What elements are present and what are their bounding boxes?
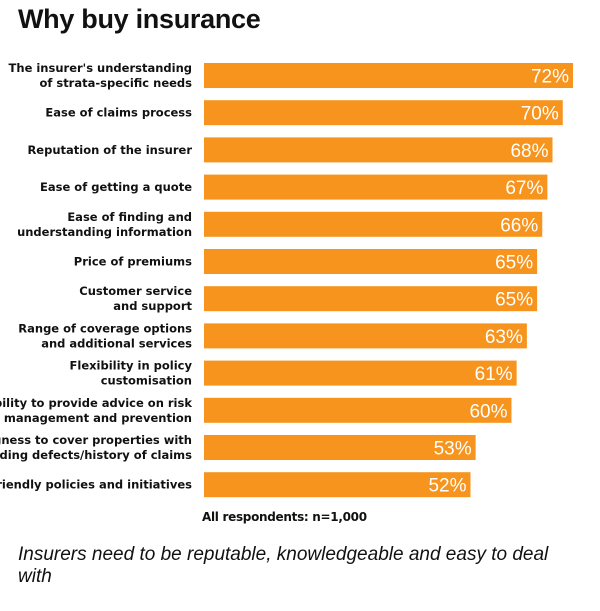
bar (204, 286, 538, 312)
category-label: and additional services (41, 336, 192, 350)
category-label: Willingness to cover properties with (0, 433, 192, 447)
respondents-note: All respondents: n=1,000 (202, 510, 367, 524)
bar (204, 63, 573, 88)
category-label: Ease of finding and (67, 210, 192, 224)
bar-value-label: 65% (495, 290, 533, 311)
bar-value-label: 72% (531, 67, 569, 88)
bar-row: 53% Willingness to cover properties withb… (0, 433, 476, 462)
category-label: The insurer's understanding (9, 61, 192, 75)
bar-row: 52% Eco-friendly policies and initiatives (0, 472, 471, 498)
bar-value-label: 60% (469, 401, 507, 422)
bar-value-label: 68% (510, 141, 548, 162)
category-label: and support (113, 299, 192, 313)
category-label: Ease of getting a quote (40, 180, 192, 194)
chart-title: Why buy insurance (18, 4, 261, 34)
category-label: understanding information (17, 225, 192, 239)
bar-value-label: 66% (500, 215, 538, 236)
bar-value-label: 63% (485, 327, 523, 348)
category-label: Flexibility in policy (70, 359, 193, 373)
category-label: building defects/history of claims (0, 448, 192, 462)
category-label: Price of premiums (74, 255, 192, 269)
category-label: Ability to provide advice on risk (0, 396, 192, 410)
bar-row: 68% Reputation of the insurer (27, 137, 553, 163)
bar (204, 360, 517, 386)
category-label: Customer service (79, 284, 192, 298)
category-label: Eco-friendly policies and initiatives (0, 478, 192, 492)
bar-row: 60% Ability to provide advice on riskmana… (0, 396, 512, 425)
bar (204, 100, 563, 126)
bar (204, 137, 553, 163)
category-label: management and prevention (4, 411, 192, 425)
bar (204, 472, 471, 498)
bar (204, 211, 543, 237)
category-label: Reputation of the insurer (27, 143, 192, 157)
category-label: Range of coverage options (18, 321, 192, 335)
chart-caption: Insurers need to be reputable, knowledge… (18, 544, 549, 587)
bar-value-label: 70% (521, 104, 559, 125)
bar (204, 323, 527, 349)
bar-value-label: 52% (428, 476, 466, 497)
bar-value-label: 65% (495, 253, 533, 274)
bar (204, 174, 548, 200)
bar-row: 67% Ease of getting a quote (40, 174, 548, 200)
bar-value-label: 67% (505, 178, 543, 199)
bar-value-label: 61% (475, 364, 513, 385)
category-label: of strata-specific needs (39, 76, 192, 90)
category-label: customisation (101, 374, 192, 388)
category-label: Ease of claims process (45, 106, 192, 120)
bar (204, 435, 476, 460)
bar (204, 249, 538, 274)
bar (204, 397, 512, 423)
bar-row: 70% Ease of claims process (45, 100, 563, 126)
bar-value-label: 53% (434, 439, 472, 460)
bar-row: 65% Price of premiums (74, 249, 538, 274)
